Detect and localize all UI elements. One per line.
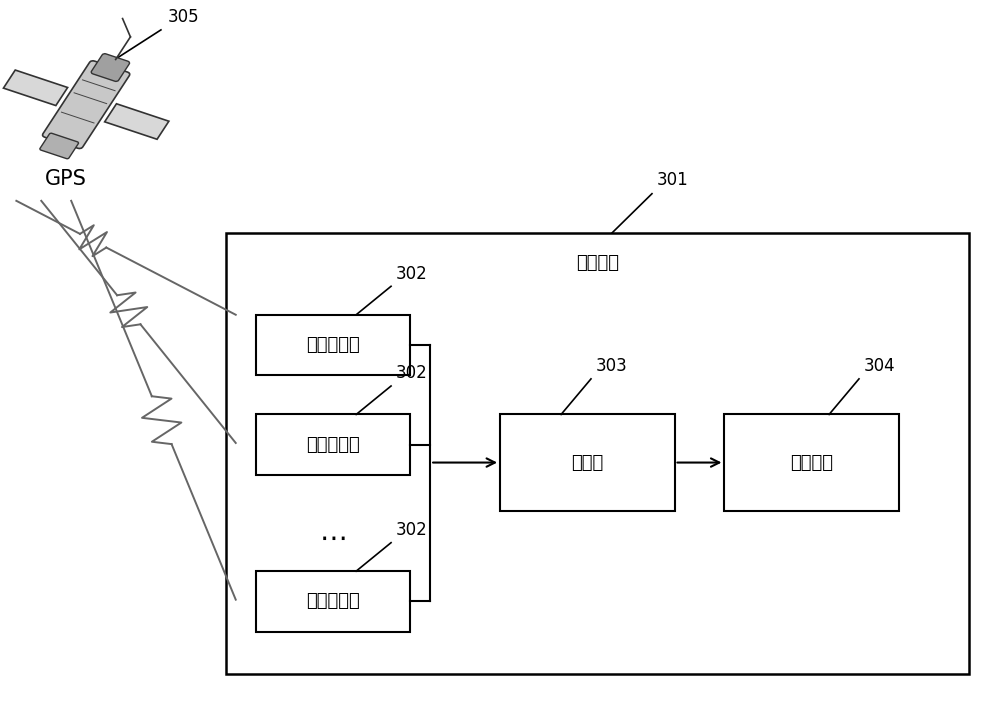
Bar: [256, 315, 410, 375]
FancyBboxPatch shape: [40, 133, 79, 159]
Text: 称重传感器: 称重传感器: [306, 593, 360, 611]
Text: 305: 305: [168, 9, 200, 26]
Text: 称重仪表: 称重仪表: [790, 453, 833, 472]
Text: 302: 302: [396, 521, 428, 539]
Bar: [256, 571, 410, 632]
FancyBboxPatch shape: [43, 61, 130, 149]
Bar: [724, 415, 899, 511]
Text: 302: 302: [396, 365, 428, 383]
Text: 称重传感器: 称重传感器: [306, 435, 360, 454]
Text: ⋯: ⋯: [320, 525, 347, 553]
Text: 301: 301: [657, 171, 689, 189]
Bar: [500, 415, 675, 511]
Text: 304: 304: [864, 358, 896, 375]
Text: 303: 303: [596, 358, 628, 375]
Bar: [226, 233, 969, 674]
Text: GPS: GPS: [45, 169, 87, 189]
FancyBboxPatch shape: [105, 104, 169, 139]
Text: 302: 302: [396, 265, 428, 282]
FancyBboxPatch shape: [91, 54, 130, 82]
Bar: [256, 415, 410, 475]
Text: 存储器: 存储器: [571, 453, 603, 472]
FancyBboxPatch shape: [3, 70, 68, 106]
Text: 称重传感器: 称重传感器: [306, 336, 360, 354]
Text: 称重衡器: 称重衡器: [576, 255, 619, 272]
